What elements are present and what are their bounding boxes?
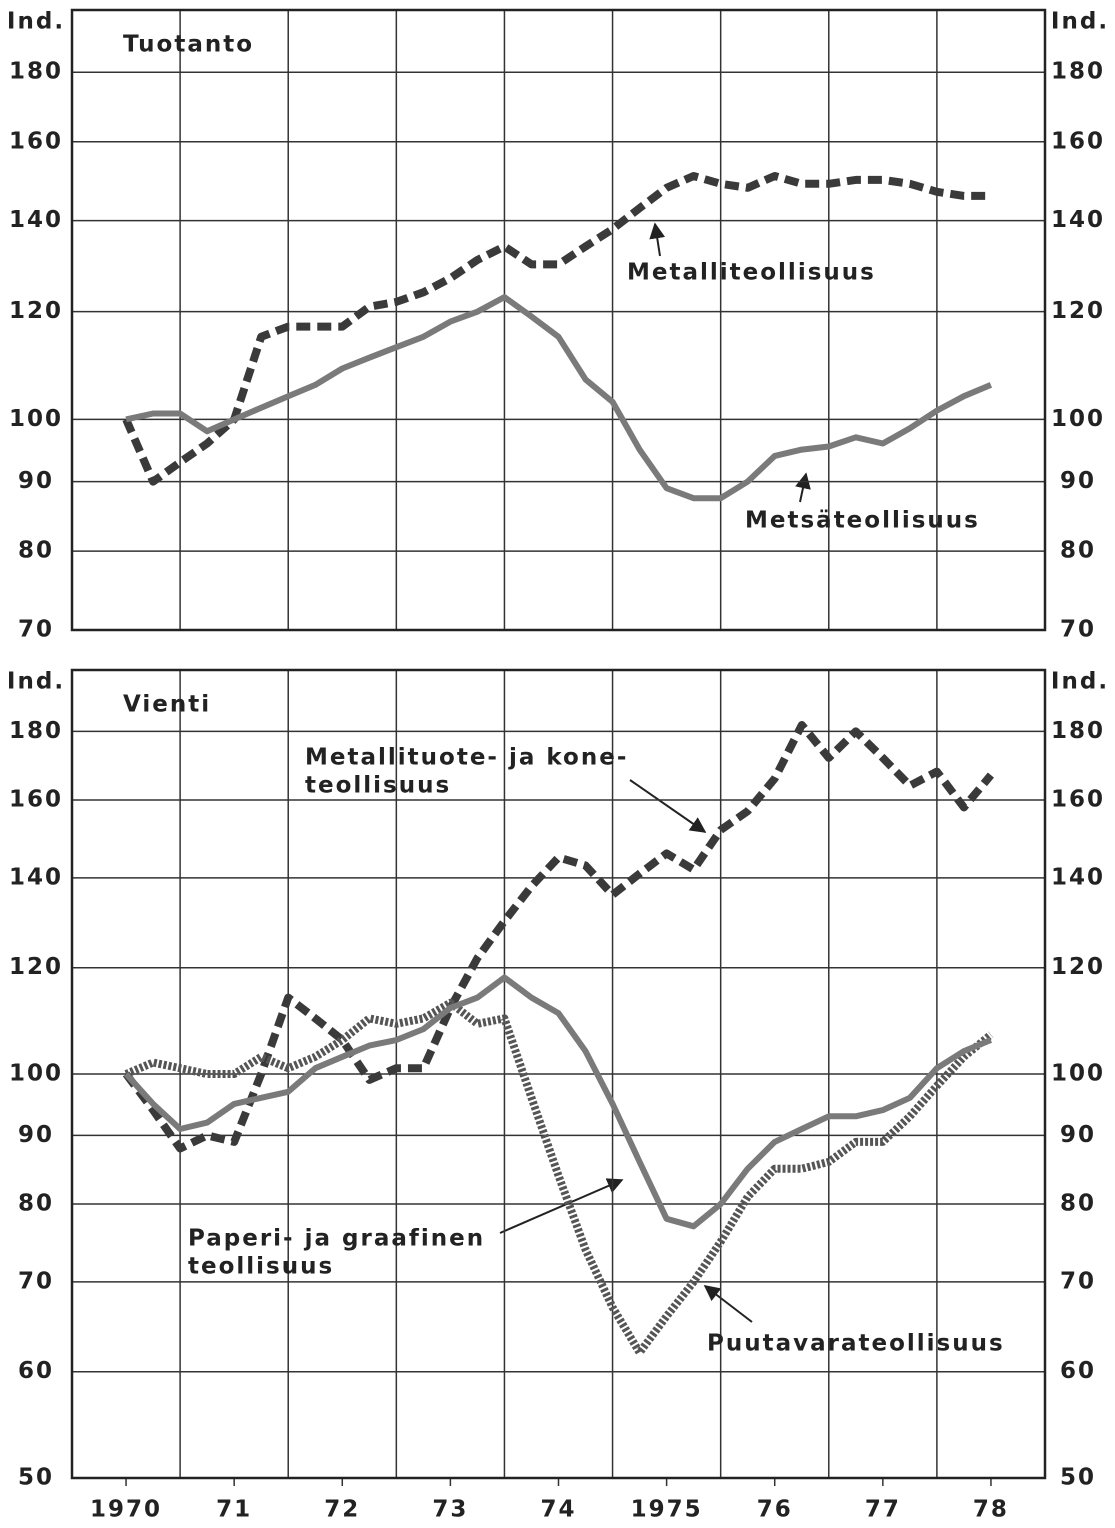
frame (70, 668, 1047, 1480)
y-tick-label: 180 (9, 718, 63, 744)
x-tick-label: 72 (324, 1497, 360, 1523)
y-tick-label: 90 (1060, 1122, 1096, 1148)
series-line (122, 721, 994, 1153)
y-tick-label: 70 (1060, 617, 1096, 643)
y-tick-label: 50 (1060, 1465, 1096, 1491)
panel-title: Vienti (123, 692, 211, 718)
y-tick-label: 80 (1060, 538, 1096, 564)
y-tick-label: 160 (1051, 787, 1105, 813)
y-tick-label: 60 (1060, 1358, 1096, 1384)
x-tick-label: 73 (432, 1497, 468, 1523)
y-tick-label: 180 (1051, 718, 1105, 744)
arrow (795, 472, 811, 503)
y-tick-label: 100 (1051, 406, 1105, 432)
series-label: teollisuus (188, 1254, 334, 1280)
y-tick-label: 80 (18, 1191, 54, 1217)
y-tick-label: 80 (1060, 1191, 1096, 1217)
y-tick-label: 120 (9, 954, 63, 980)
frame (70, 8, 1047, 632)
x-tick-label: 1975 (631, 1497, 703, 1523)
y-tick-label: 100 (1051, 1061, 1105, 1087)
arrow (649, 222, 666, 257)
y-tick-label: 120 (1051, 954, 1105, 980)
y-tick-label: 140 (9, 207, 63, 233)
panel-title: Tuotanto (123, 32, 254, 58)
y-tick-label: 140 (1051, 207, 1105, 233)
y-tick-label: 70 (18, 1268, 54, 1294)
y-tick-label: 180 (9, 59, 63, 85)
y-tick-label: 140 (9, 864, 63, 890)
series-line (124, 998, 994, 1357)
y-tick-label: 80 (18, 538, 54, 564)
arrow (629, 779, 707, 833)
x-tick-label: 74 (540, 1497, 576, 1523)
x-tick-label: 76 (757, 1497, 793, 1523)
y-axis-label: Ind. (1051, 669, 1109, 695)
y-axis-label: Ind. (7, 9, 65, 35)
y-tick-label: 90 (18, 1122, 54, 1148)
y-tick-label: 100 (9, 1061, 63, 1087)
series-label: Puutavarateollisuus (707, 1331, 1005, 1357)
series-label: Metalliteollisuus (627, 260, 876, 286)
y-tick-label: 120 (1051, 298, 1105, 324)
y-tick-label: 160 (9, 128, 63, 154)
y-tick-label: 70 (18, 617, 54, 643)
y-tick-label: 160 (9, 787, 63, 813)
y-tick-label: 140 (1051, 864, 1105, 890)
y-tick-label: 90 (18, 468, 54, 494)
y-tick-label: 100 (9, 406, 63, 432)
x-tick-label: 78 (973, 1497, 1009, 1523)
series-label: teollisuus (305, 773, 451, 799)
y-tick-label: 180 (1051, 59, 1105, 85)
y-axis-label: Ind. (1051, 9, 1109, 35)
series-label: Metsäteollisuus (745, 508, 980, 534)
series-line (125, 294, 993, 502)
series-line (123, 974, 993, 1230)
y-axis-label: Ind. (7, 669, 65, 695)
y-tick-label: 70 (1060, 1268, 1096, 1294)
y-tick-label: 120 (9, 298, 63, 324)
series-label: Paperi- ja graafinen (188, 1226, 485, 1252)
y-tick-label: 90 (1060, 468, 1096, 494)
arrow (499, 1178, 624, 1234)
y-tick-label: 60 (18, 1358, 54, 1384)
x-tick-label: 77 (865, 1497, 901, 1523)
x-tick-label: 71 (216, 1497, 252, 1523)
y-tick-label: 160 (1051, 128, 1105, 154)
arrow (703, 1285, 753, 1323)
x-tick-label: 1970 (90, 1497, 162, 1523)
series-label: Metallituote- ja kone- (305, 745, 628, 771)
y-tick-label: 50 (18, 1465, 54, 1491)
